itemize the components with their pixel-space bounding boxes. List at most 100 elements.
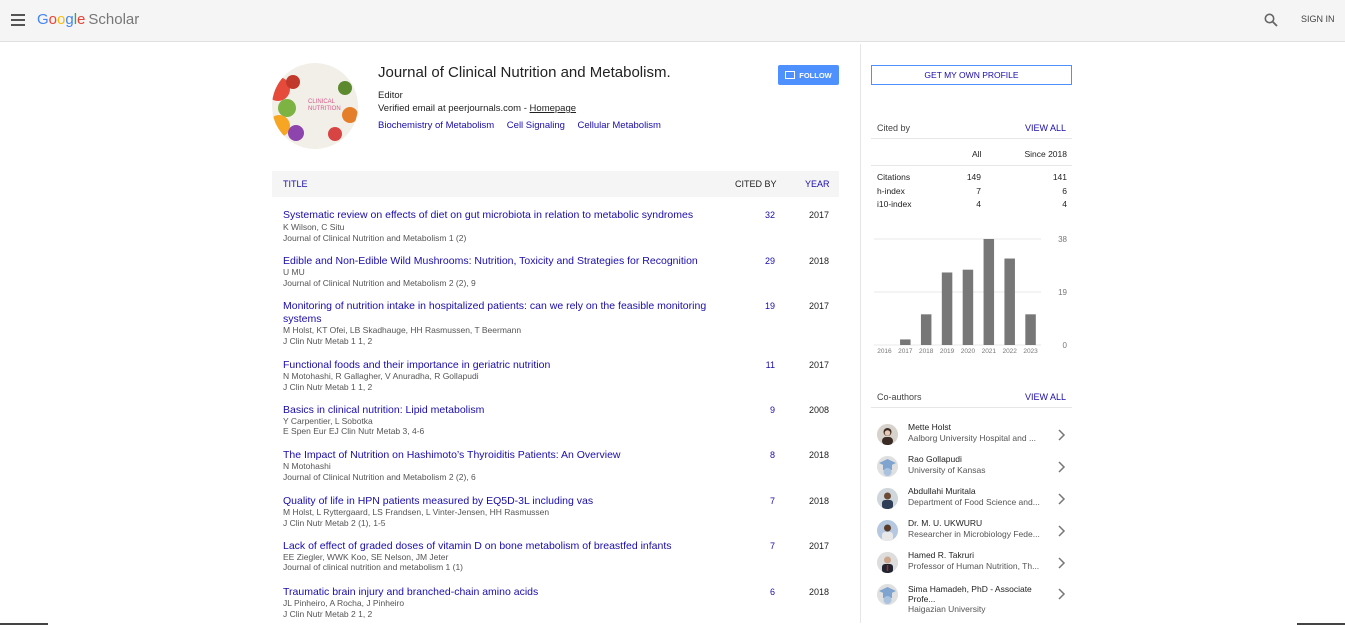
cited-by-view-all-link[interactable]: VIEW ALL — [1024, 123, 1066, 133]
article-title[interactable]: Systematic review on effects of diet on … — [283, 209, 694, 221]
article-cited-by[interactable]: 11 — [765, 360, 775, 370]
article-cited-by[interactable]: 7 — [769, 541, 775, 551]
article-title[interactable]: Monitoring of nutrition intake in hospit… — [283, 300, 707, 325]
col-all: All — [972, 149, 982, 159]
coauthor-item[interactable]: Dr. M. U. UKWURU Researcher in Microbiol… — [871, 515, 1072, 547]
get-my-own-profile-button[interactable]: GET MY OWN PROFILE — [871, 65, 1072, 85]
col-since: Since 2018 — [1024, 149, 1067, 159]
coauthor-item[interactable]: Sima Hamadeh, PhD - Associate Profe... H… — [871, 580, 1072, 618]
article-title[interactable]: Basics in clinical nutrition: Lipid meta… — [283, 404, 485, 416]
coauthor-avatar — [877, 520, 898, 541]
chart-bar-2021[interactable] — [983, 239, 995, 345]
article-venue: J Clin Nutr Metab 2 1, 2 — [283, 609, 373, 619]
coauthor-item[interactable]: Hamed R. Takruri Professor of Human Nutr… — [871, 547, 1072, 579]
article-venue: J Clin Nutr Metab 1 1, 2 — [283, 382, 373, 392]
article-venue: Journal of Clinical Nutrition and Metabo… — [283, 472, 476, 482]
article-title[interactable]: Quality of life in HPN patients measured… — [283, 495, 594, 507]
y-tick-label: 38 — [1058, 235, 1067, 244]
profile-name: Journal of Clinical Nutrition and Metabo… — [378, 64, 671, 81]
email-icon — [785, 71, 796, 79]
article-year: 2018 — [808, 450, 829, 460]
article-cited-by[interactable]: 6 — [769, 587, 775, 597]
graduation-cap-icon — [877, 584, 898, 605]
article-venue: E Spen Eur EJ Clin Nutr Metab 3, 4-6 — [283, 426, 425, 436]
article-title[interactable]: The Impact of Nutrition on Hashimoto’s T… — [283, 449, 621, 461]
search-icon[interactable] — [1264, 13, 1278, 27]
coauthor-avatar — [877, 552, 898, 573]
chart-bar-2019[interactable] — [941, 272, 953, 345]
chevron-right-icon — [1058, 557, 1066, 569]
sign-in-link[interactable]: SIGN IN — [1301, 14, 1335, 24]
chart-bar-2018[interactable] — [920, 314, 932, 345]
hamburger-menu-icon[interactable] — [11, 14, 25, 26]
chevron-right-icon — [1058, 588, 1066, 600]
chevron-right-icon — [1058, 525, 1066, 537]
article-title[interactable]: Lack of effect of graded doses of vitami… — [283, 540, 672, 552]
article-year: 2008 — [808, 405, 829, 415]
article-authors: EE Ziegler, WWK Koo, SE Nelson, JM Jeter — [283, 552, 449, 562]
chevron-right-icon — [1058, 493, 1066, 505]
x-tick-label: 2020 — [961, 348, 976, 355]
chart-bar-2017[interactable] — [900, 339, 911, 345]
x-tick-label: 2022 — [1002, 348, 1017, 355]
sort-by-year[interactable]: YEAR — [805, 179, 830, 189]
article-authors: N Motohashi, R Gallagher, V Anuradha, R … — [283, 371, 479, 381]
profile-avatar: CLINICAL NUTRITION — [272, 63, 358, 149]
coauthor-item[interactable]: Abdullahi Muritala Department of Food Sc… — [871, 483, 1072, 515]
profile-email: Verified email at peerjournals.com - Hom… — [378, 103, 577, 114]
coauthor-avatar — [877, 424, 898, 445]
coauthor-item[interactable]: Rao Gollapudi University of Kansas — [871, 451, 1072, 483]
chevron-right-icon — [1058, 429, 1066, 441]
sort-by-title[interactable]: TITLE — [283, 179, 308, 189]
citation-row: Citations 149 141 — [877, 172, 1067, 182]
coauthor-avatar — [877, 488, 898, 509]
chart-bar-2020[interactable] — [962, 269, 974, 345]
article-title[interactable]: Traumatic brain injury and branched-chai… — [283, 586, 539, 598]
article-year: 2017 — [808, 210, 829, 220]
article-cited-by[interactable]: 19 — [764, 301, 775, 311]
article-cited-by[interactable]: 9 — [769, 405, 775, 415]
chart-bar-2023[interactable] — [1025, 314, 1036, 345]
interest-link[interactable]: Biochemistry of Metabolism — [378, 120, 495, 131]
coauthors-heading: Co-authors — [877, 392, 922, 402]
top-bar: Google Scholar SIGN IN — [0, 0, 1345, 42]
article-venue: J Clin Nutr Metab 1 1, 2 — [283, 336, 373, 346]
citation-row: i10-index 4 4 — [877, 199, 1067, 209]
x-tick-label: 2017 — [898, 348, 913, 355]
coauthor-item[interactable]: Mette Holst Aalborg University Hospital … — [871, 419, 1072, 451]
article-authors: M Holst, KT Ofei, LB Skadhauge, HH Rasmu… — [283, 325, 522, 335]
x-tick-label: 2016 — [877, 348, 892, 355]
chart-bar-2022[interactable] — [1004, 258, 1015, 345]
article-year: 2017 — [808, 360, 829, 370]
article-year: 2017 — [808, 541, 829, 551]
y-tick-label: 19 — [1058, 288, 1067, 297]
article-authors: N Motohashi — [283, 461, 331, 471]
coauthors-view-all-link[interactable]: VIEW ALL — [1024, 392, 1066, 402]
article-authors: K Wilson, C Situ — [283, 222, 345, 232]
article-cited-by[interactable]: 7 — [769, 496, 775, 506]
y-tick-label: 0 — [1063, 341, 1068, 350]
interest-link[interactable]: Cellular Metabolism — [577, 120, 661, 131]
x-tick-label: 2023 — [1023, 348, 1038, 355]
profile-interests: Biochemistry of Metabolism Cell Signalin… — [378, 120, 671, 131]
column-divider — [860, 44, 861, 626]
article-cited-by[interactable]: 8 — [769, 450, 775, 460]
article-authors: U MU — [283, 267, 305, 277]
article-venue: J Clin Nutr Metab 2 (1), 1-5 — [283, 518, 386, 528]
google-scholar-logo[interactable]: Google Scholar — [37, 11, 140, 28]
cited-by-section-header: Cited by VIEW ALL — [871, 117, 1072, 139]
follow-button[interactable]: FOLLOW — [778, 65, 839, 85]
interest-link[interactable]: Cell Signaling — [506, 120, 565, 131]
article-title[interactable]: Edible and Non-Edible Wild Mushrooms: Nu… — [283, 255, 698, 267]
article-cited-by[interactable]: 29 — [764, 256, 775, 266]
homepage-link[interactable]: Homepage — [529, 103, 577, 114]
avatar-caption: CLINICAL NUTRITION — [308, 99, 341, 112]
article-venue: Journal of clinical nutrition and metabo… — [283, 562, 464, 572]
profile-affiliation: Editor — [378, 90, 403, 101]
x-tick-label: 2018 — [919, 348, 934, 355]
graduation-cap-icon — [877, 456, 898, 477]
article-authors: Y Carpentier, L Sobotka — [283, 416, 373, 426]
cited-by-header[interactable]: CITED BY — [735, 179, 777, 189]
article-title[interactable]: Functional foods and their importance in… — [283, 359, 551, 371]
article-cited-by[interactable]: 32 — [764, 210, 775, 220]
